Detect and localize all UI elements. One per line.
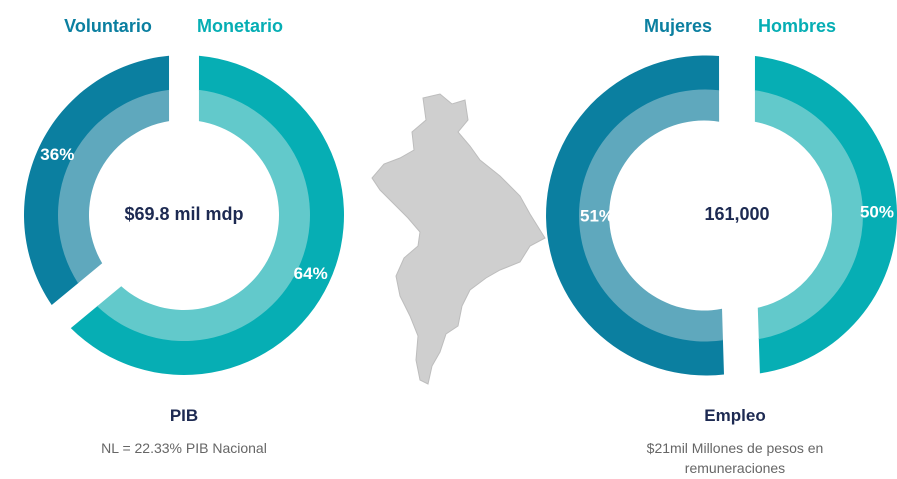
legend-entry: Voluntario bbox=[64, 16, 152, 36]
center-value: $69.8 mil mdp bbox=[124, 204, 243, 224]
pib-caption: PIB NL = 22.33% PIB Nacional bbox=[44, 406, 324, 458]
segment-inner bbox=[57, 89, 170, 284]
segment-inner bbox=[97, 89, 310, 341]
segment-inner bbox=[579, 89, 723, 342]
legend-entry: Monetario bbox=[197, 16, 283, 36]
segment-outer bbox=[70, 55, 345, 376]
value-label: 36% bbox=[40, 145, 74, 164]
caption-title: Empleo bbox=[704, 406, 766, 425]
legend-entry: Mujeres bbox=[644, 16, 712, 36]
caption-title: PIB bbox=[169, 406, 199, 425]
empleo-caption: Empleo $21mil Millones de pesos en remun… bbox=[605, 406, 865, 478]
segment-outer bbox=[23, 55, 170, 305]
value-label: 51% bbox=[580, 207, 614, 226]
segment-inner bbox=[754, 90, 863, 340]
caption-subtitle: NL = 22.33% PIB Nacional bbox=[101, 440, 267, 456]
segment-outer bbox=[754, 56, 897, 374]
segment-outer bbox=[546, 55, 724, 376]
caption-subtitle: $21mil Millones de pesos en remuneracion… bbox=[646, 440, 824, 476]
center-value: 161,000 bbox=[704, 204, 769, 224]
value-label: 64% bbox=[294, 264, 328, 283]
value-label: 50% bbox=[860, 202, 894, 221]
legend-entry: Hombres bbox=[758, 16, 836, 36]
map-shape bbox=[371, 93, 546, 385]
